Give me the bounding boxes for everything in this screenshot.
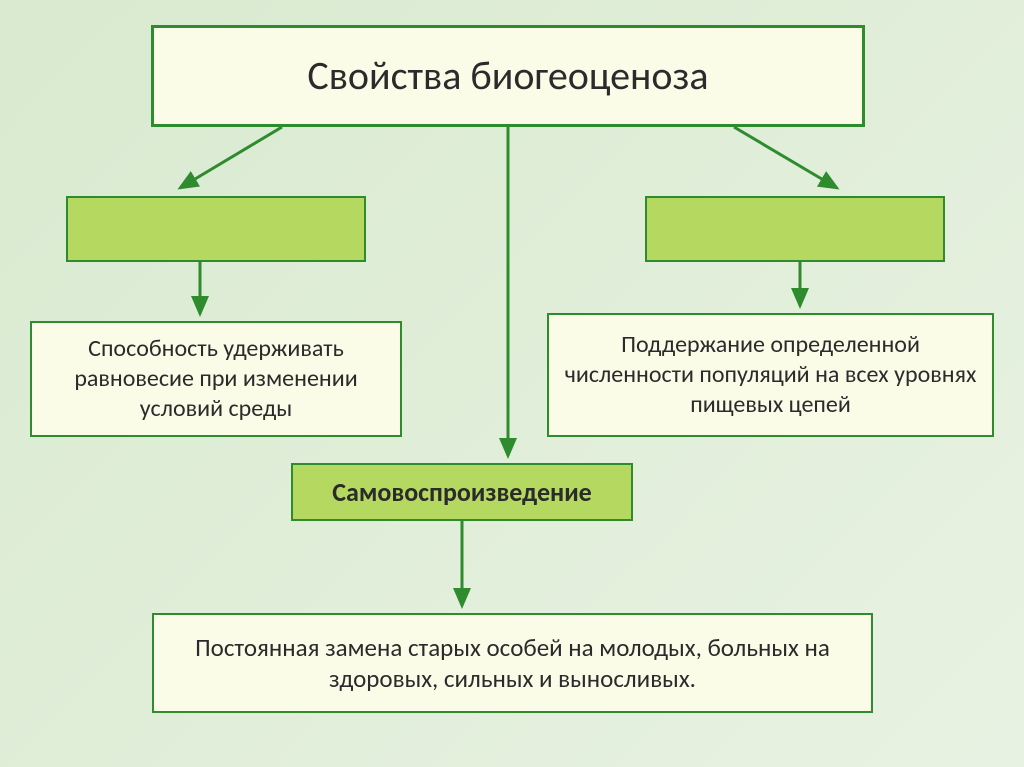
title-box: Свойства биогеоценоза bbox=[151, 25, 865, 127]
self-reproduction-box: Самовоспроизведение bbox=[291, 463, 633, 521]
self-reproduction-text: Самовоспроизведение bbox=[332, 476, 592, 509]
right-description-box: Поддержание определенной численности поп… bbox=[547, 313, 994, 437]
right-property-box bbox=[645, 196, 945, 262]
right-description-text: Поддержание определенной численности поп… bbox=[563, 330, 978, 420]
left-property-box bbox=[66, 196, 366, 262]
left-description-text: Способность удерживать равновесие при из… bbox=[46, 334, 386, 424]
left-description-box: Способность удерживать равновесие при из… bbox=[30, 321, 402, 437]
bottom-description-box: Постоянная замена старых особей на молод… bbox=[152, 613, 873, 713]
bottom-description-text: Постоянная замена старых особей на молод… bbox=[178, 632, 847, 695]
title-text: Свойства биогеоценоза bbox=[307, 51, 708, 101]
